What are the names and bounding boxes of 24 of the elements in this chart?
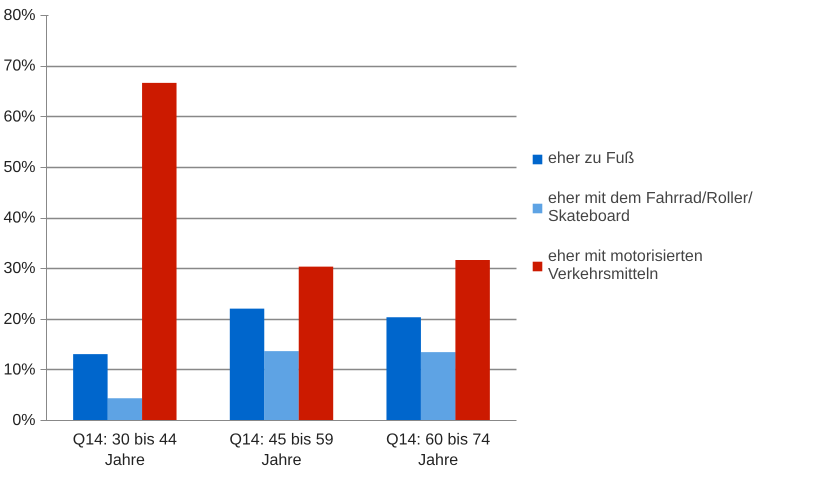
bar (455, 260, 490, 420)
y-tick-label: 50% (3, 158, 36, 176)
y-tick-label: 60% (3, 108, 36, 126)
bar (73, 354, 108, 420)
y-tick-label: 10% (3, 361, 36, 378)
bar (264, 351, 299, 420)
bar (230, 308, 264, 420)
x-tick-label: Q14: 45 bis 59 Jahre (229, 432, 334, 469)
legend-label: eher mit motorisierten Verkehrsmitteln (548, 248, 703, 284)
y-tick-label: 80% (3, 7, 36, 24)
bar (142, 82, 177, 420)
bar (108, 398, 142, 420)
legend-label: eher zu Fuß (548, 150, 634, 168)
x-tick-label: Q14: 30 bis 44 Jahre (72, 432, 177, 469)
y-tick-label: 70% (3, 58, 36, 75)
bar (420, 352, 456, 420)
legend-label: eher mit dem Fahrrad/Roller/ Skateboard (548, 190, 753, 226)
y-tick-label: 20% (3, 310, 36, 328)
y-tick-label: 0% (12, 412, 36, 429)
y-tick-label: 40% (3, 210, 36, 226)
y-tick-label: 30% (3, 260, 36, 278)
bar (298, 266, 334, 420)
bar (386, 317, 421, 420)
x-tick-label: Q14: 60 bis 74 Jahre (386, 432, 490, 469)
